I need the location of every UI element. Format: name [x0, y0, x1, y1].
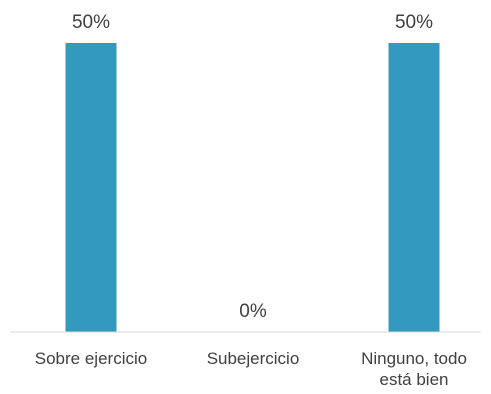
data-label-1: 0% [239, 301, 267, 322]
data-label-2: 50% [395, 12, 433, 33]
category-label-2: Ninguno, todo está bien [361, 349, 467, 389]
bar-2 [388, 43, 440, 332]
bars-group [65, 43, 440, 332]
category-label-0: Sobre ejercicio [35, 349, 147, 368]
category-labels-group: Sobre ejercicio Subejercicio Ninguno, todo… [35, 349, 467, 389]
data-label-0: 50% [72, 12, 110, 33]
category-label-1: Subejercicio [207, 349, 300, 368]
data-labels-group: 50% 0% 50% [72, 12, 433, 322]
bar-0 [65, 43, 117, 332]
